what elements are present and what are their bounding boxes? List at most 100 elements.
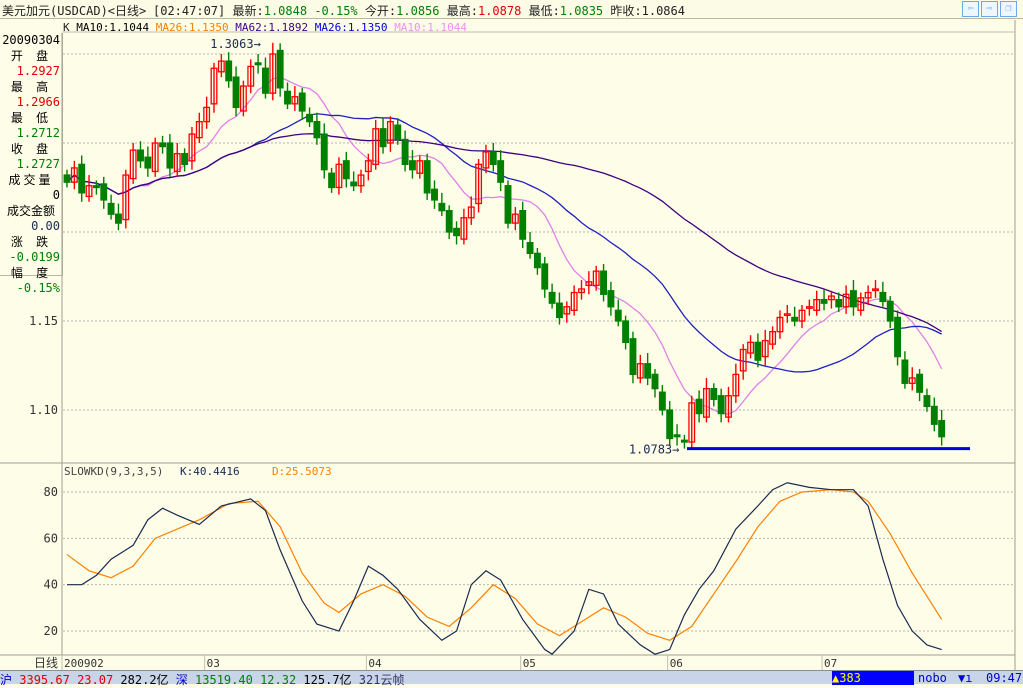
candle-down — [181, 153, 189, 166]
arrow-right-icon[interactable]: ⇨ — [981, 1, 998, 17]
sz-change: 12.32 — [260, 673, 297, 687]
candle-down — [666, 409, 674, 440]
candle-down — [533, 252, 541, 269]
candle-down — [820, 298, 828, 304]
candle-up — [769, 331, 777, 345]
candle-down — [320, 133, 328, 171]
arrow-left-icon[interactable]: ⇦ — [962, 1, 979, 17]
candle-up — [761, 339, 769, 358]
candle-up — [872, 288, 879, 292]
info-range: -0.15% — [16, 281, 60, 295]
low-annotation: 1.0783→ — [629, 443, 680, 457]
candle-up — [467, 206, 475, 219]
candle-up — [203, 106, 211, 123]
candle-down — [453, 227, 460, 237]
legend-ma10-line: MA10:1.1044 — [394, 21, 468, 34]
restore-window-icon[interactable]: ❐ — [1000, 1, 1017, 17]
candle-down — [614, 309, 622, 322]
latest-value: 1.0848 — [263, 4, 308, 18]
ytick-label: 1.15 — [29, 314, 58, 328]
candle-down — [342, 160, 350, 180]
candle-up — [151, 142, 159, 173]
high-label: 最高: — [446, 4, 478, 18]
candle-down — [923, 395, 931, 408]
kd-k-label: K:40.4416 — [180, 465, 240, 478]
open-label: 今开: — [364, 4, 397, 18]
kd-ytick-label: 60 — [44, 531, 58, 545]
change-pct: -0.15% — [314, 4, 358, 18]
candle-up — [570, 291, 578, 311]
candle-up — [578, 288, 585, 294]
candle-down — [100, 183, 108, 201]
candle-up — [798, 309, 806, 322]
candle-down — [658, 391, 666, 411]
candle-down — [497, 160, 505, 183]
kd-d-label: D:25.5073 — [272, 465, 332, 478]
candle-down — [328, 172, 336, 189]
candle-up — [247, 65, 255, 87]
info-open-label: 开 盘 — [10, 49, 52, 63]
info-close-label: 收 盘 — [10, 142, 52, 156]
kd-ytick-label: 40 — [44, 578, 58, 592]
ma-legend: K MA10:1.1044 MA26:1.1350 MA62:1.1892 MA… — [63, 21, 467, 34]
candle-down — [276, 49, 284, 89]
candle-down — [232, 76, 240, 109]
candle-down — [401, 138, 409, 166]
low-value: 1.0835 — [559, 4, 604, 18]
candle-up — [372, 128, 380, 166]
prev-close-label: 昨收: — [610, 4, 642, 18]
candle-down — [541, 263, 549, 290]
signal-icon: ▼ı — [958, 671, 973, 685]
candle-up — [776, 316, 784, 333]
status-extra: 321云帧 — [358, 673, 405, 687]
candle-down — [600, 270, 607, 295]
info-range-label: 幅 度 — [10, 266, 52, 280]
candle-down — [379, 128, 387, 148]
candle-down — [879, 291, 887, 303]
quote-time: [02:47:07] — [153, 4, 226, 18]
candle-down — [695, 398, 703, 415]
candle-down — [254, 62, 262, 66]
candle-down — [938, 420, 946, 438]
candle-down — [556, 302, 563, 319]
quote-summary: [02:47:07] 最新:1.0848 -0.15% 今开:1.0856 最高… — [153, 2, 685, 19]
candle-down — [548, 291, 556, 304]
sh-index: 3395.67 — [19, 673, 70, 687]
info-open: 1.2927 — [16, 64, 60, 78]
candle-down — [894, 316, 901, 358]
nav-buttons: ⇦ ⇨ ❐ — [960, 1, 1017, 17]
alert-badge[interactable]: ▲383 — [832, 671, 914, 685]
candle-up — [636, 363, 644, 379]
candle-down — [651, 373, 659, 390]
candle-up — [732, 373, 740, 397]
sz-label: 深 — [175, 673, 188, 687]
info-low: 1.2712 — [16, 126, 60, 140]
title-bar — [0, 0, 1023, 19]
candle-up — [70, 167, 78, 183]
candle-up — [475, 163, 483, 205]
candle-down — [710, 387, 718, 400]
info-volume-label: 成交量 — [8, 173, 54, 187]
status-time: 09:47 — [986, 671, 1023, 685]
candle-up — [842, 293, 850, 308]
candle-up — [908, 377, 916, 384]
candle-down — [519, 209, 527, 240]
prev-close-value: 1.0864 — [641, 4, 685, 18]
candle-up — [864, 291, 872, 299]
candle-up — [482, 151, 490, 169]
open-value: 1.0856 — [396, 4, 440, 18]
kd-k-line — [67, 482, 942, 655]
high-value: 1.0878 — [477, 4, 522, 18]
ma10-line — [66, 76, 943, 415]
candle-down — [850, 290, 857, 308]
candle-down — [306, 113, 313, 123]
candle-down — [673, 434, 681, 438]
xtick-label: 06 — [670, 657, 683, 670]
info-volume: 0 — [52, 188, 60, 202]
candle-down — [431, 188, 438, 201]
candle-down — [137, 149, 144, 162]
info-amount-label: 成交金额 — [6, 204, 55, 218]
xtick-label: 07 — [824, 657, 837, 670]
candle-down — [298, 92, 306, 112]
